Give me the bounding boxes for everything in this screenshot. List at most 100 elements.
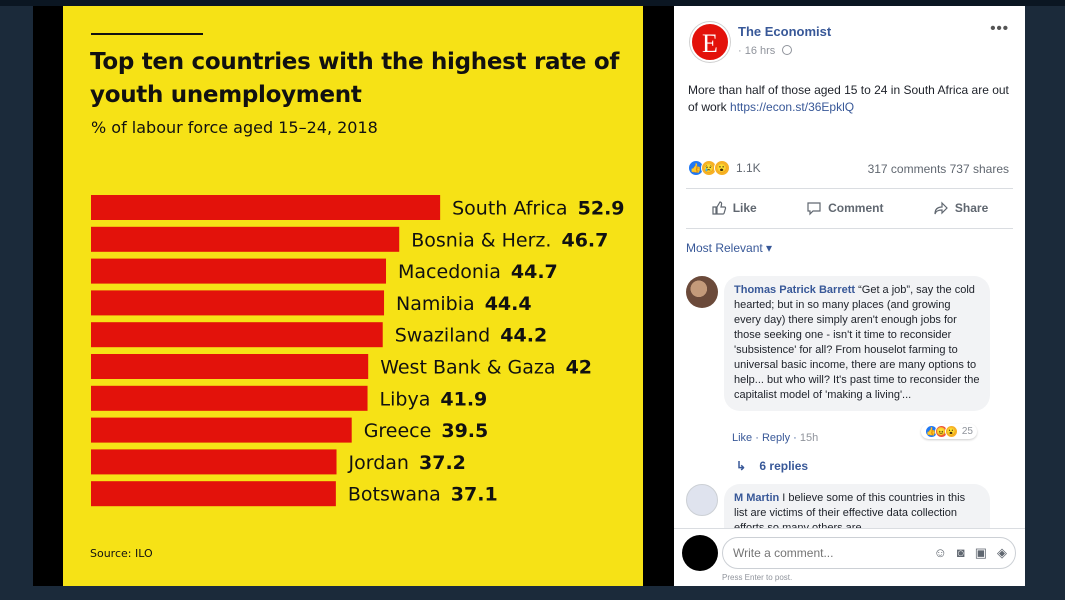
bar-libya xyxy=(91,385,368,411)
bar-label: Botswana 37.1 xyxy=(348,484,498,506)
comment-like-link[interactable]: Like xyxy=(732,432,753,444)
comment-input[interactable] xyxy=(722,537,1016,569)
share-button[interactable]: Share xyxy=(933,200,988,216)
category-label: Bosnia & Herz. xyxy=(411,229,557,251)
value-label: 37.1 xyxy=(451,484,498,506)
view-replies-link[interactable]: ↳ 6 replies xyxy=(736,459,808,473)
bar-label: Macedonia 44.7 xyxy=(398,261,558,283)
bar-label: Bosnia & Herz. 46.7 xyxy=(411,229,608,251)
like-label: Like xyxy=(732,201,757,215)
comment-author[interactable]: M Martin xyxy=(734,492,780,504)
bar-label: Libya 41.9 xyxy=(380,388,488,410)
post-actions: Like Comment Share xyxy=(686,194,1013,222)
bar-botswana xyxy=(91,481,336,507)
bar-label: Jordan 37.2 xyxy=(348,452,466,474)
comments-shares-count[interactable]: 317 comments 737 shares xyxy=(867,162,1009,176)
bar-label: West Bank & Gaza 42 xyxy=(380,357,592,379)
category-label: Macedonia xyxy=(398,261,507,283)
comment-reactions[interactable]: 👍 😠 😮 25 xyxy=(920,424,977,439)
page-name-link[interactable]: The Economist xyxy=(738,24,832,39)
post-timestamp[interactable]: · 16 hrs xyxy=(738,45,793,57)
post-body: More than half of those aged 15 to 24 in… xyxy=(688,83,1009,114)
globe-icon xyxy=(782,45,793,55)
like-button[interactable]: Like xyxy=(711,200,757,216)
sticker-icon[interactable]: ◈ xyxy=(997,545,1007,560)
wow-reaction-icon: 😮 xyxy=(944,425,958,438)
bar-jordan xyxy=(91,449,337,475)
comment-icon xyxy=(807,202,821,216)
current-user-avatar xyxy=(682,535,718,571)
chart-top-rule xyxy=(91,33,203,35)
share-icon xyxy=(934,201,948,215)
category-label: Jordan xyxy=(348,452,416,474)
category-label: Greece xyxy=(364,420,438,442)
post-link[interactable]: https://econ.st/36EpklQ xyxy=(730,100,855,114)
angry-reaction-icon: 😠 xyxy=(934,425,948,438)
bar-macedonia xyxy=(91,258,387,284)
photo-viewer: Top ten countries with the highest rate … xyxy=(33,6,1025,586)
comment-text: “Get a job”, say the cold hearted; but i… xyxy=(734,284,980,401)
comment-composer: ☺ ◙ ▣ ◈ Press Enter to post. xyxy=(674,528,1025,586)
chart-image: Top ten countries with the highest rate … xyxy=(63,6,643,586)
value-label: 52.9 xyxy=(578,198,625,220)
post-panel: E The Economist · 16 hrs ••• More than h… xyxy=(674,6,1025,586)
comment-bubble: Thomas Patrick Barrett “Get a job”, say … xyxy=(724,276,990,411)
comment-button[interactable]: Comment xyxy=(806,200,883,216)
chart-source: Source: ILO xyxy=(90,547,153,560)
economist-logo[interactable]: E xyxy=(690,22,730,62)
bar-west-bank-gaza xyxy=(91,354,369,379)
comment-author[interactable]: Thomas Patrick Barrett xyxy=(734,284,856,296)
composer-icons: ☺ ◙ ▣ ◈ xyxy=(934,545,1007,561)
value-label: 44.4 xyxy=(485,293,532,315)
gif-icon[interactable]: ▣ xyxy=(974,545,987,560)
wow-reaction-icon: 😮 xyxy=(714,160,730,176)
avatar[interactable] xyxy=(686,276,718,308)
bar-greece xyxy=(91,417,352,443)
reply-arrow-icon: ↳ xyxy=(736,459,747,473)
value-label: 44.7 xyxy=(511,261,558,283)
value-label: 41.9 xyxy=(440,388,487,410)
thumbs-up-icon xyxy=(712,201,726,215)
comment-reply-link[interactable]: Reply xyxy=(761,432,791,444)
chart-title: Top ten countries with the highest rate … xyxy=(90,49,620,108)
avatar[interactable] xyxy=(686,484,718,516)
more-options-icon[interactable]: ••• xyxy=(990,20,1009,37)
background-strip xyxy=(0,0,1065,6)
replies-count: 6 replies xyxy=(759,459,809,473)
reaction-count[interactable]: 1.1K xyxy=(736,161,761,175)
comment-reaction-count: 25 xyxy=(961,426,973,437)
bar-label: Swaziland 44.2 xyxy=(395,325,547,347)
category-label: South Africa xyxy=(452,198,574,220)
press-enter-hint: Press Enter to post. xyxy=(722,573,793,582)
divider xyxy=(686,228,1013,229)
category-label: Libya xyxy=(380,388,437,410)
value-label: 37.2 xyxy=(419,452,466,474)
comment-time[interactable]: 15h xyxy=(799,432,819,444)
category-label: Namibia xyxy=(396,293,481,315)
value-label: 42 xyxy=(566,357,592,379)
bar-label: Greece 39.5 xyxy=(364,420,489,442)
bar-bosnia-herz- xyxy=(91,226,400,252)
value-label: 46.7 xyxy=(561,229,608,251)
reactions-summary[interactable]: 👍 😢 😮 1.1K xyxy=(688,160,761,176)
share-label: Share xyxy=(954,201,989,215)
camera-icon[interactable]: ◙ xyxy=(956,545,965,560)
bar-namibia xyxy=(91,290,385,316)
chart-subtitle: % of labour force aged 15–24, 2018 xyxy=(91,118,378,137)
bar-label: Namibia 44.4 xyxy=(396,293,532,315)
post-time[interactable]: 16 hrs xyxy=(744,45,776,57)
emoji-icon[interactable]: ☺ xyxy=(933,545,947,560)
comment: Thomas Patrick Barrett “Get a job”, say … xyxy=(686,276,1013,456)
bar-label: South Africa 52.9 xyxy=(452,198,624,220)
divider xyxy=(686,188,1013,189)
category-label: Botswana xyxy=(348,484,447,506)
value-label: 44.2 xyxy=(500,325,547,347)
comment-label: Comment xyxy=(828,201,884,215)
category-label: West Bank & Gaza xyxy=(380,357,561,379)
value-label: 39.5 xyxy=(441,420,488,442)
bar-south-africa xyxy=(91,195,441,220)
category-label: Swaziland xyxy=(395,325,497,347)
comment-sort-dropdown[interactable]: Most Relevant ▾ xyxy=(686,241,773,255)
comment-actions: Like · Reply · 15h xyxy=(732,432,819,444)
